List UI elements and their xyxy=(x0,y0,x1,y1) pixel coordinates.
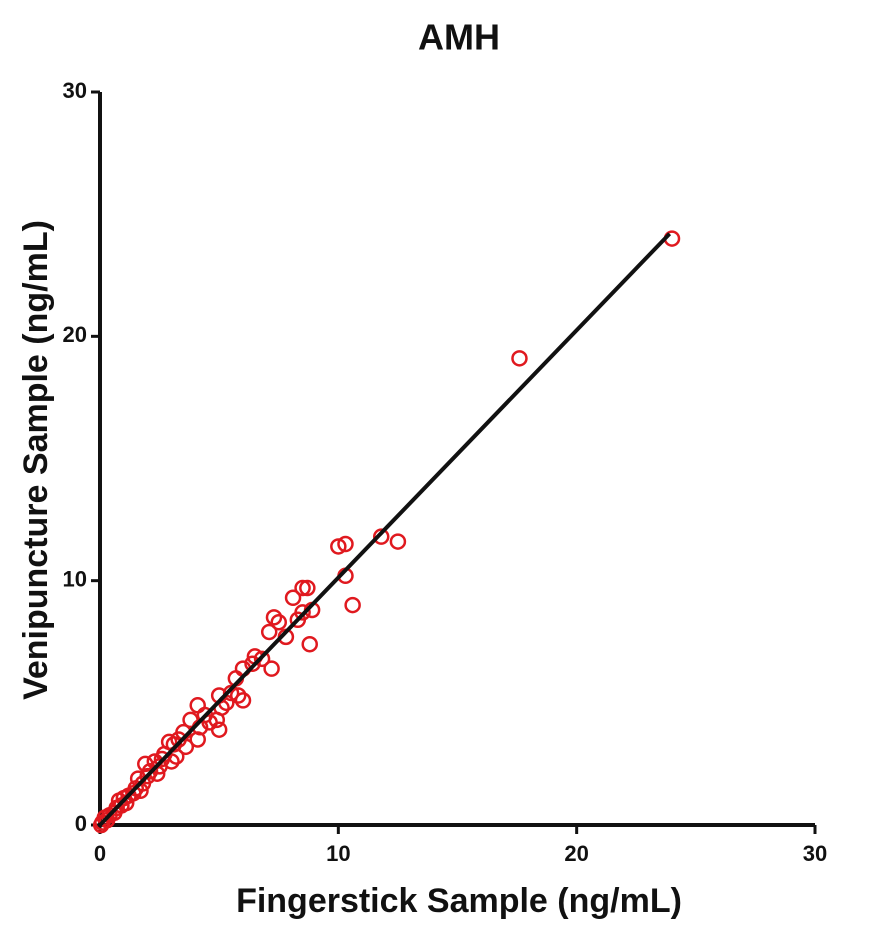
data-point xyxy=(260,623,278,641)
data-point xyxy=(265,609,283,626)
y-tick-label: 0 xyxy=(75,811,87,836)
data-point xyxy=(337,535,354,553)
y-tick-label: 30 xyxy=(63,78,87,103)
data-point xyxy=(253,650,271,668)
data-point xyxy=(511,350,528,367)
data-point xyxy=(389,533,407,550)
data-point xyxy=(330,538,347,555)
y-axis-label: Venipuncture Sample (ng/mL) xyxy=(17,220,55,700)
fit-line xyxy=(98,232,672,827)
data-point xyxy=(294,579,311,597)
x-tick-label: 10 xyxy=(326,841,350,866)
data-point xyxy=(263,660,280,677)
data-point xyxy=(210,721,228,738)
data-point xyxy=(234,692,252,709)
data-point xyxy=(284,589,302,607)
data-point xyxy=(201,714,218,731)
data-point xyxy=(137,755,154,773)
data-point xyxy=(372,528,390,545)
data-point xyxy=(153,750,171,768)
data-point xyxy=(92,816,110,834)
data-point xyxy=(189,697,206,714)
y-tick-label: 10 xyxy=(63,566,87,591)
data-point xyxy=(270,613,287,631)
x-axis-label: Fingerstick Sample (ng/mL) xyxy=(236,882,682,920)
data-point xyxy=(189,731,206,748)
data-point xyxy=(294,604,311,621)
x-tick-label: 30 xyxy=(803,841,827,866)
data-point xyxy=(344,596,361,614)
x-tick-label: 20 xyxy=(564,841,588,866)
x-tick-label: 0 xyxy=(94,841,106,866)
data-point xyxy=(299,579,316,597)
chart-title: AMH xyxy=(418,17,500,58)
y-tick-label: 20 xyxy=(63,322,87,347)
data-point xyxy=(177,738,195,756)
data-point xyxy=(244,655,261,672)
data-point xyxy=(301,635,318,653)
data-point xyxy=(229,687,247,704)
data-point xyxy=(182,711,199,729)
